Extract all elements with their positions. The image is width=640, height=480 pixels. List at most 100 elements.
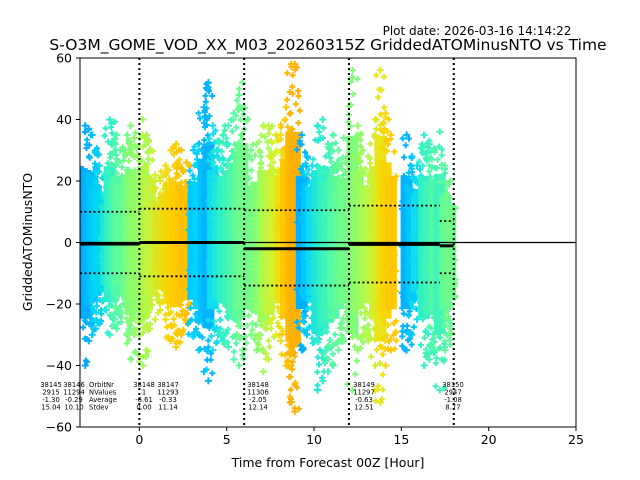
data-point [349,142,356,149]
data-point [295,336,302,343]
stat-row-label: OrbitNr [89,381,114,389]
data-point [139,116,147,123]
data-point [387,266,394,273]
data-point [173,276,180,283]
data-point [446,253,453,260]
data-point [368,314,375,321]
orbit-stat-value: 38146 [63,381,85,389]
data-point [399,328,406,335]
data-point [361,315,368,322]
data-point [169,224,176,231]
data-point [236,102,243,109]
data-point [327,154,334,161]
data-point [128,230,135,237]
data-point [365,331,372,338]
data-point [206,247,213,254]
data-point [368,353,375,360]
data-point [144,313,151,320]
data-point [147,296,154,303]
data-point [311,317,318,324]
data-point [322,328,329,335]
data-point [438,231,445,238]
data-point [260,293,267,300]
data-point [451,293,458,300]
data-point [174,159,181,166]
data-point [109,130,116,137]
data-point [434,307,441,314]
data-point [234,97,241,104]
data-point [286,110,293,117]
data-point [102,306,110,314]
data-point [128,296,135,303]
data-point [225,228,232,235]
data-point [334,346,342,354]
data-point [353,357,360,364]
data-point [112,136,119,143]
data-point [273,264,280,271]
data-point [234,105,241,112]
data-point [406,335,413,342]
data-point [84,219,91,226]
data-point [235,91,243,99]
data-point [248,156,255,163]
data-point [268,236,275,243]
data-point [357,143,364,150]
data-point [320,189,327,196]
data-point [217,165,224,172]
x-axis-label: Time from Forecast 00Z [Hour] [231,455,425,470]
data-point [289,358,296,365]
data-point [286,300,293,307]
data-point [406,135,413,142]
data-point [80,272,87,279]
data-point [208,333,215,340]
data-point [413,162,421,170]
orbit-stat-value: 0.00 [136,404,151,412]
data-point [436,334,443,341]
data-point [183,310,190,317]
data-point [357,131,364,138]
data-point [371,387,378,394]
data-point [305,166,312,173]
data-point [231,141,238,148]
orbit-stat-value: 12.51 [354,404,373,412]
data-point [388,231,395,238]
data-point [86,178,93,185]
data-point [142,131,150,139]
data-point [349,296,356,303]
data-point [330,175,337,182]
data-point [261,222,268,229]
data-point [372,292,379,299]
data-point [304,255,311,262]
data-point [138,178,145,185]
data-point [108,234,115,241]
y-tick-label: −40 [46,358,72,373]
data-point [102,295,109,302]
data-point [156,177,164,185]
data-point [209,346,217,354]
data-point [369,216,376,223]
data-point [367,212,374,219]
data-point [329,351,336,358]
data-point [416,158,423,165]
data-point [153,290,160,297]
orbit-stat-value: -2.05 [249,396,267,404]
data-point [338,331,345,338]
data-point [445,313,452,320]
data-point [119,198,126,205]
data-point [235,139,242,146]
data-point [175,200,182,207]
data-point [411,191,418,198]
data-point [190,329,197,336]
data-point [211,225,218,232]
data-point [170,145,177,152]
data-point [108,311,115,318]
data-point [113,259,120,266]
data-point [146,325,154,333]
data-point [265,337,272,344]
data-point [316,336,323,343]
data-point [195,140,202,147]
data-point [210,148,217,155]
data-point [350,258,357,265]
data-point [101,170,108,177]
data-point [290,349,297,356]
